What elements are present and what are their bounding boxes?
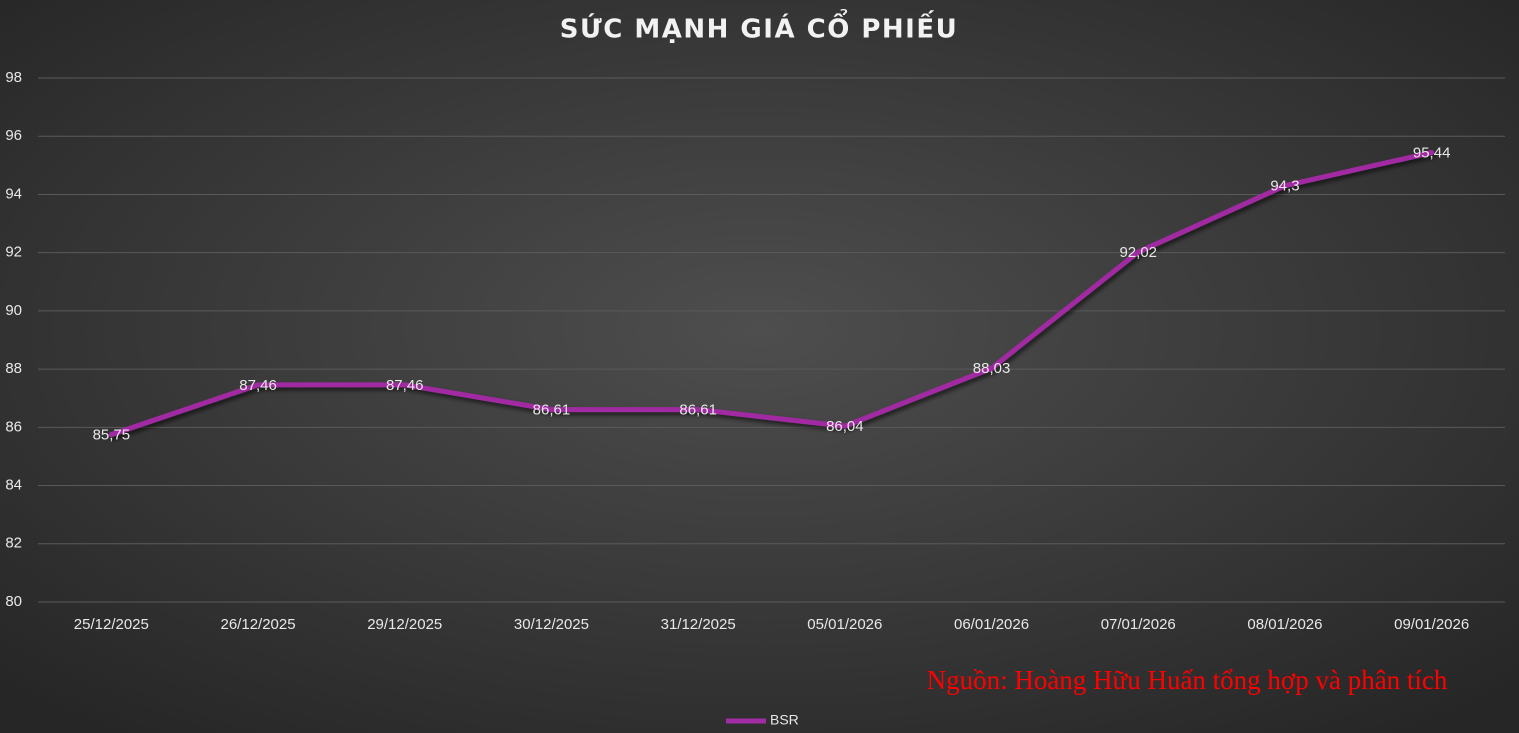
y-tick-label: 94 bbox=[5, 185, 22, 202]
x-tick-label: 08/01/2026 bbox=[1247, 616, 1322, 633]
x-tick-label: 30/12/2025 bbox=[514, 616, 589, 633]
data-label: 87,46 bbox=[386, 377, 424, 394]
x-tick-label: 25/12/2025 bbox=[74, 616, 149, 633]
data-label: 86,61 bbox=[533, 402, 571, 419]
y-tick-label: 82 bbox=[5, 535, 22, 552]
y-tick-label: 86 bbox=[5, 418, 22, 435]
x-tick-label: 06/01/2026 bbox=[954, 616, 1029, 633]
x-tick-label: 31/12/2025 bbox=[661, 616, 736, 633]
y-tick-label: 80 bbox=[5, 593, 22, 610]
data-label: 86,04 bbox=[826, 418, 864, 435]
y-tick-label: 90 bbox=[5, 302, 22, 319]
data-label: 92,02 bbox=[1119, 244, 1157, 261]
data-label: 88,03 bbox=[973, 360, 1011, 377]
data-label: 87,46 bbox=[239, 377, 277, 394]
y-tick-label: 96 bbox=[5, 127, 22, 144]
x-tick-label: 05/01/2026 bbox=[807, 616, 882, 633]
legend-label: BSR bbox=[770, 712, 799, 728]
x-tick-label: 07/01/2026 bbox=[1101, 616, 1176, 633]
data-label: 86,61 bbox=[679, 402, 717, 419]
y-tick-label: 92 bbox=[5, 244, 22, 261]
x-tick-label: 29/12/2025 bbox=[367, 616, 442, 633]
data-label: 94,3 bbox=[1270, 178, 1299, 195]
x-tick-label: 09/01/2026 bbox=[1394, 616, 1469, 633]
y-tick-label: 98 bbox=[5, 69, 22, 86]
y-tick-label: 88 bbox=[5, 360, 22, 377]
y-tick-label: 84 bbox=[5, 477, 22, 494]
data-label: 95,44 bbox=[1413, 144, 1451, 161]
line-series bbox=[108, 150, 1435, 438]
data-label: 85,75 bbox=[93, 427, 131, 444]
annotation: Nguồn: Hoàng Hữu Huấn tổng hợp và phân t… bbox=[927, 665, 1448, 695]
x-tick-label: 26/12/2025 bbox=[221, 616, 296, 633]
